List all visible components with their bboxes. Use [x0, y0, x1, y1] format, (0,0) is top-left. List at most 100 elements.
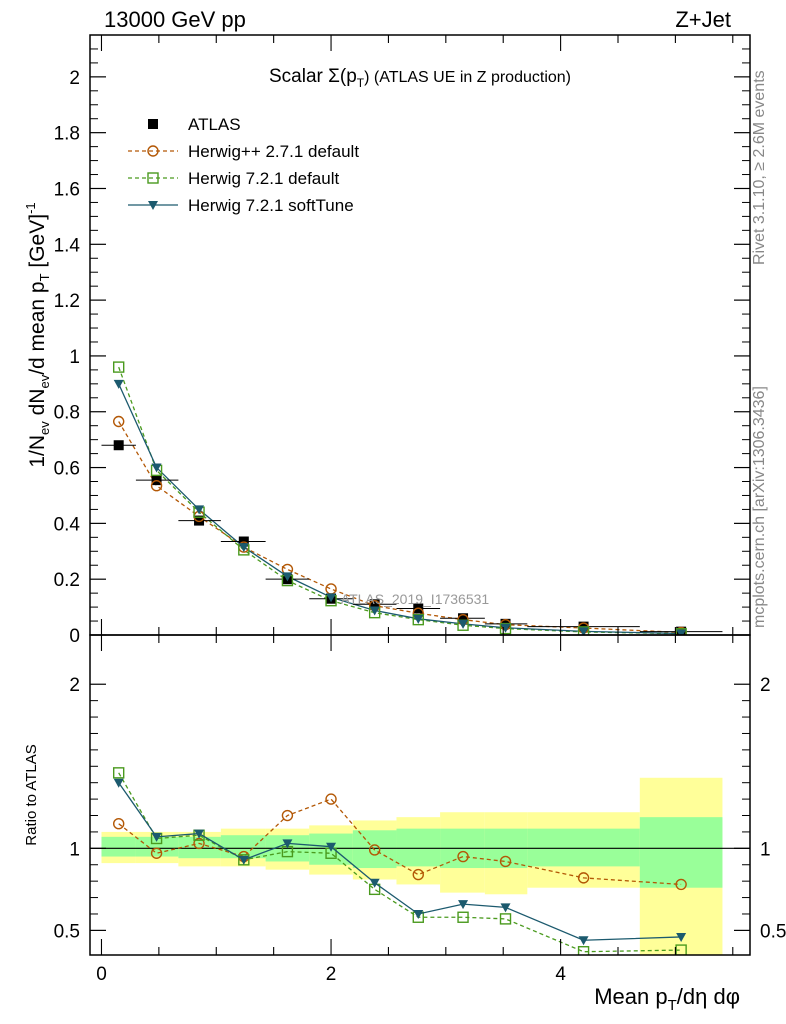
chart-title: Scalar Σ(pT) (ATLAS UE in Z production)	[269, 66, 571, 90]
inner-band-bin	[101, 836, 136, 857]
ratio-point	[412, 868, 424, 881]
data-point	[112, 415, 125, 428]
data-point	[500, 623, 511, 633]
data-point	[412, 613, 424, 626]
data-point	[499, 622, 512, 635]
legend-label: Herwig 7.2.1 default	[188, 169, 339, 188]
y-tick-label: 1.8	[54, 124, 80, 145]
inner-band-bin	[178, 836, 221, 859]
ratio-point	[369, 878, 380, 888]
main-panel: Scalar Σ(pT) (ATLAS UE in Z production) …	[23, 34, 751, 647]
data-point	[238, 543, 249, 553]
x-axis-label: Mean pT/dη dφ	[594, 984, 740, 1014]
ratio-point	[676, 932, 687, 942]
data-point	[675, 628, 687, 635]
mcplots-label: mcplots.cern.ch [arXiv:1306.3436]	[751, 386, 768, 628]
ratio-point	[112, 767, 125, 779]
inner-band-bin	[527, 828, 640, 867]
data-point	[113, 440, 124, 451]
ratio-y-tick-label-right: 1	[760, 839, 771, 860]
analysis-watermark: ATLAS_2019_I1736531	[341, 591, 490, 607]
inner-band-bin	[639, 817, 723, 888]
ratio-point	[281, 809, 294, 822]
ratio-point	[413, 909, 424, 919]
ratio-series-line	[118, 782, 682, 941]
data-point	[458, 613, 469, 624]
ratio-point	[368, 844, 381, 856]
ratio-y-tick-label: 2	[69, 675, 80, 696]
ratio-series-line	[118, 798, 682, 886]
ratio-point	[500, 903, 511, 913]
rivet-label: Rivet 3.1.10, ≥ 2.6M events	[751, 70, 768, 265]
ratio-point	[238, 855, 249, 865]
process-label: Z+Jet	[675, 7, 731, 32]
data-point	[577, 626, 590, 635]
ratio-point	[578, 936, 589, 946]
data-point	[194, 505, 205, 515]
y-tick-label: 0	[69, 626, 80, 647]
data-point	[151, 463, 162, 473]
data-point	[369, 599, 380, 610]
ratio-point	[457, 911, 469, 923]
ratio-point	[457, 850, 469, 863]
y-tick-label: 1	[69, 347, 80, 368]
inner-band-bin	[396, 828, 441, 867]
y-tick-label: 1.2	[54, 291, 80, 312]
data-point	[150, 479, 163, 492]
data-point	[113, 379, 124, 389]
ratio-point	[326, 842, 337, 852]
data-point	[413, 614, 424, 624]
legend: ATLAS Herwig++ 2.7.1 default Herwig 7.2.1 …	[128, 115, 359, 215]
ratio-point	[499, 913, 512, 925]
legend-marker	[148, 119, 158, 129]
ratio-point	[151, 832, 162, 842]
series-line	[118, 366, 682, 635]
legend-marker	[147, 145, 159, 157]
ratio-frame	[89, 634, 751, 956]
y-axis-label: 1/Nev dNev/d mean pT [GeV]-1	[23, 202, 52, 467]
ratio-y-tick-label-right: 0.5	[760, 921, 786, 942]
ratio-y-axis-label: Ratio to ATLAS	[23, 744, 40, 845]
x-tick-label: 2	[326, 964, 337, 985]
legend-label: Herwig++ 2.7.1 default	[188, 142, 359, 161]
y-tick-label: 0.2	[54, 570, 80, 591]
legend-label: Herwig 7.2.1 softTune	[188, 196, 354, 215]
data-point	[112, 361, 125, 373]
data-point	[282, 572, 293, 582]
y-tick-label: 2	[69, 68, 80, 89]
data-point	[194, 515, 205, 526]
ratio-point	[577, 872, 590, 884]
legend-label: ATLAS	[188, 115, 241, 134]
ratio-y-tick-label: 0.5	[54, 921, 80, 942]
data-point	[325, 583, 337, 595]
legend-marker	[147, 172, 159, 184]
ratio-point	[113, 778, 124, 788]
ratio-point	[675, 878, 687, 891]
ratio-y-tick-label: 1	[69, 839, 80, 860]
y-tick-label: 1.6	[54, 179, 80, 200]
ratio-point	[150, 847, 163, 859]
inner-band-bin	[135, 836, 179, 857]
y-tick-label: 0.6	[54, 459, 80, 480]
ratio-point	[499, 855, 512, 868]
ratio-point	[458, 900, 469, 910]
ratio-point	[194, 829, 205, 839]
ratio-point	[112, 818, 125, 830]
data-point	[369, 606, 380, 616]
y-tick-label: 1.4	[54, 235, 81, 256]
legend-marker	[148, 201, 158, 210]
ratio-point	[282, 839, 293, 849]
ratio-y-tick-label-right: 2	[760, 675, 771, 696]
ratio-panel: 0.5 0.5 1 1 2 2 0 2 4 Ratio to ATLAS Mean pT/dη …	[23, 634, 786, 1014]
y-tick-label: 0.4	[54, 514, 81, 535]
ratio-point	[325, 793, 337, 805]
data-point	[676, 629, 687, 635]
data-point	[578, 627, 589, 635]
data-point	[326, 593, 337, 603]
series-line	[118, 421, 682, 634]
ratio-point	[675, 944, 687, 955]
data-point	[458, 619, 469, 629]
y-tick-label: 0.8	[54, 403, 80, 424]
energy-label: 13000 GeV pp	[104, 7, 246, 32]
